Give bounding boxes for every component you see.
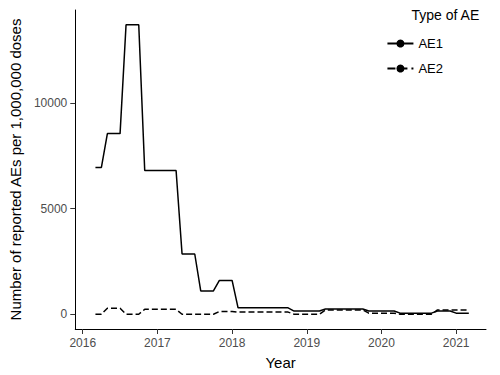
svg-text:Type of AE: Type of AE (412, 7, 480, 23)
svg-text:AE1: AE1 (418, 36, 443, 51)
svg-text:AE2: AE2 (418, 61, 443, 76)
svg-text:2018: 2018 (219, 336, 246, 350)
svg-text:10000: 10000 (34, 96, 68, 110)
svg-text:2016: 2016 (69, 336, 96, 350)
svg-text:Year: Year (265, 354, 295, 371)
svg-text:Number of reported AEs per 1,0: Number of reported AEs per 1,000,000 dos… (7, 19, 24, 321)
svg-text:2017: 2017 (144, 336, 171, 350)
svg-text:0: 0 (61, 307, 68, 321)
svg-text:2021: 2021 (443, 336, 470, 350)
svg-text:2020: 2020 (368, 336, 395, 350)
svg-text:2019: 2019 (293, 336, 320, 350)
svg-text:5000: 5000 (41, 202, 68, 216)
